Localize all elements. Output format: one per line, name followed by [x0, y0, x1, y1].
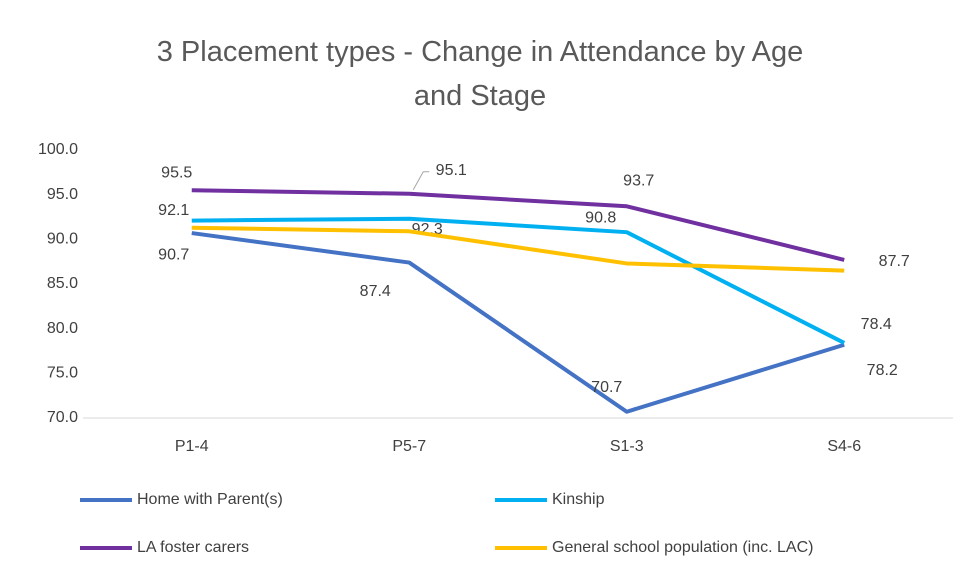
data-label: 90.7 [158, 246, 189, 263]
y-tick-label: 85.0 [47, 275, 78, 292]
series-line [191, 231, 845, 414]
data-label: 87.4 [360, 283, 391, 300]
data-label: 95.1 [436, 162, 467, 179]
legend-label: Home with Parent(s) [137, 491, 283, 508]
chart-title: 3 Placement types - Change in Attendance… [156, 36, 804, 112]
legend-label: Kinship [552, 491, 605, 508]
data-label: 78.2 [867, 362, 898, 379]
x-tick-label: S1-3 [610, 438, 644, 455]
legend-label: LA foster carers [137, 539, 249, 556]
y-tick-label: 70.0 [47, 409, 78, 426]
data-label: 93.7 [623, 172, 654, 189]
data-label: 70.7 [591, 379, 622, 396]
data-label: 92.1 [158, 202, 189, 219]
x-tick-label: P1-4 [175, 438, 209, 455]
legend-label: General school population (inc. LAC) [552, 539, 813, 556]
y-tick-label: 95.0 [47, 186, 78, 203]
data-label: 90.8 [585, 209, 616, 226]
x-tick-label: S4-6 [827, 438, 861, 455]
y-tick-label: 75.0 [47, 365, 78, 382]
y-tick-label: 90.0 [47, 231, 78, 248]
leader-line [412, 171, 430, 191]
data-label: 78.4 [861, 316, 892, 333]
series-line [191, 216, 846, 345]
y-tick-label: 80.0 [47, 320, 78, 337]
data-label: 87.7 [879, 253, 910, 270]
series-line [191, 188, 845, 262]
y-tick-label: 100.0 [38, 141, 78, 158]
data-label: 95.5 [161, 164, 192, 181]
series-line [191, 225, 845, 273]
x-tick-label: P5-7 [392, 438, 426, 455]
